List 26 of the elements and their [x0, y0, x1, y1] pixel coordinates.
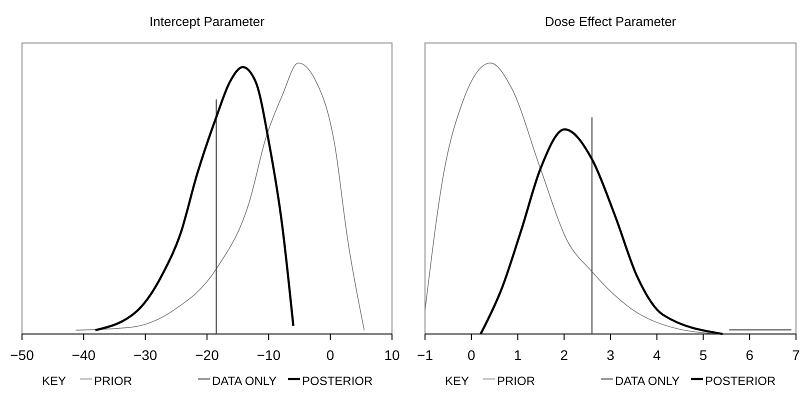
chart-title: Dose Effect Parameter: [544, 14, 677, 29]
x-tick-label: 6: [746, 347, 754, 363]
x-tick-label: 2: [560, 347, 568, 363]
x-tick-label: −50: [10, 347, 34, 363]
x-tick-label: 10: [384, 347, 400, 363]
x-tick-label: −1: [417, 347, 434, 363]
x-tick-label: −10: [256, 347, 281, 363]
legend-label: PRIOR: [497, 374, 536, 388]
x-tick-label: 4: [652, 347, 661, 363]
legend-title: KEY: [445, 374, 470, 388]
x-tick-label: 1: [514, 347, 522, 363]
x-tick-label: −30: [133, 347, 158, 363]
legend-label: DATA ONLY: [615, 374, 680, 388]
x-tick-label: 3: [606, 347, 615, 363]
x-tick-label: 0: [326, 347, 334, 363]
x-tick-label: 5: [699, 347, 708, 363]
x-tick-label: 0: [467, 347, 476, 363]
legend-label: POSTERIOR: [705, 374, 776, 388]
legend-title: KEY: [42, 374, 66, 388]
legend-label: DATA ONLY: [212, 374, 277, 388]
legend-label: PRIOR: [94, 374, 132, 388]
legend-label: POSTERIOR: [302, 374, 374, 388]
x-tick-label: −40: [72, 347, 96, 363]
x-tick-label: 7: [792, 347, 800, 363]
chart-title: Intercept Parameter: [150, 14, 266, 29]
x-tick-label: −20: [195, 347, 220, 363]
